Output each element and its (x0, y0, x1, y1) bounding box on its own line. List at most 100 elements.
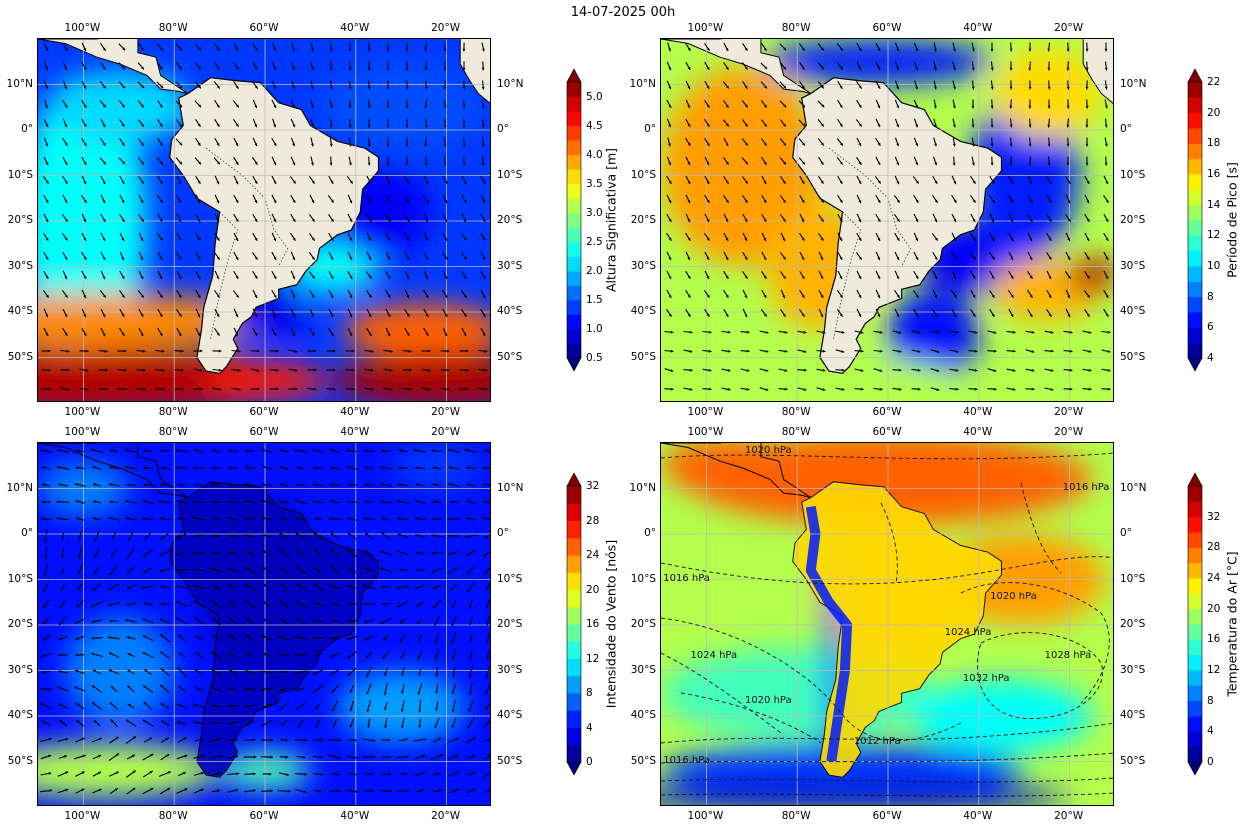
vector-arrow (214, 327, 220, 337)
vector-arrow (386, 80, 390, 90)
vector-arrow (435, 666, 439, 678)
lat-tick-left: 0° (21, 123, 33, 135)
colorbar-level (567, 658, 581, 677)
colorbar-level (1188, 746, 1202, 763)
vector-arrow (138, 308, 144, 318)
vector-arrow (383, 387, 393, 391)
vector-arrow (330, 549, 340, 557)
lon-tick-bottom: 40°W (963, 810, 993, 822)
lon-tick-top: 60°W (872, 22, 902, 34)
vector-arrow (759, 387, 769, 391)
colorbar-level (1188, 82, 1202, 98)
vector-arrow (480, 213, 486, 223)
colorbar-level (567, 537, 581, 556)
vector-arrow (952, 42, 956, 52)
vector-arrow (431, 567, 443, 573)
vector-arrow (142, 787, 154, 795)
vector-arrow (875, 118, 881, 128)
vector-arrow (43, 213, 49, 223)
vector-arrow (347, 194, 353, 204)
vector-arrow (367, 718, 371, 728)
vector-arrow (260, 670, 274, 674)
vector-arrow (295, 600, 307, 608)
vector-arrow (57, 737, 69, 742)
vector-arrow (109, 787, 119, 795)
colorbar-air-temperature (1187, 472, 1203, 776)
vector-arrow (244, 517, 256, 521)
vector-arrow (175, 100, 183, 108)
vector-arrow (76, 600, 84, 608)
colorbar-level (567, 140, 581, 156)
vector-arrow (260, 687, 274, 691)
vector-arrow (933, 80, 937, 90)
vector-arrow (43, 327, 49, 337)
colorbar-tick: 12 (586, 652, 600, 665)
vector-arrow (209, 754, 223, 760)
vector-arrow (295, 583, 307, 591)
vector-arrow (143, 737, 153, 743)
vector-arrow (817, 81, 825, 89)
vector-arrow (856, 156, 862, 166)
vector-arrow (194, 771, 204, 776)
vector-arrow (261, 719, 273, 727)
vector-arrow (75, 500, 85, 504)
vector-arrow (875, 194, 881, 204)
vector-arrow (137, 62, 145, 70)
vector-arrow (742, 270, 748, 280)
vector-arrow (81, 42, 87, 52)
vector-arrow (62, 99, 68, 109)
vector-arrow (989, 213, 995, 223)
vector-arrow (968, 330, 978, 334)
vector-arrow (81, 232, 87, 242)
vector-arrow (125, 735, 137, 745)
vector-arrow (486, 649, 490, 661)
vector-arrow (157, 137, 163, 147)
vector-arrow (347, 548, 357, 558)
vector-arrow (307, 349, 317, 353)
land-central-america (661, 39, 812, 95)
vector-arrow (228, 651, 238, 659)
vector-arrow (109, 500, 119, 504)
colorbar-wave-height (566, 68, 582, 372)
vector-arrow (443, 42, 447, 52)
colorbar-level (567, 183, 581, 199)
vector-arrow (424, 99, 428, 109)
vector-arrow (1008, 232, 1014, 242)
colorbar-level (1188, 608, 1202, 625)
vector-arrow (309, 327, 315, 337)
colorbar-level (567, 227, 581, 243)
vector-arrow (723, 251, 729, 261)
vector-arrow (312, 684, 324, 694)
vector-arrow (741, 176, 749, 184)
vector-arrow (295, 701, 307, 711)
vector-arrow (349, 700, 354, 712)
vector-arrow (157, 175, 163, 185)
vector-arrow (666, 118, 672, 128)
vector-arrow (227, 500, 239, 504)
vector-arrow (39, 789, 53, 793)
vector-arrow (290, 232, 296, 242)
vector-arrow (971, 156, 975, 166)
vector-arrow (424, 80, 428, 90)
vector-arrow (721, 349, 731, 353)
vector-arrow (76, 583, 84, 591)
vector-arrow (110, 548, 118, 558)
lat-tick-left: 0° (21, 527, 33, 539)
vector-arrow (480, 270, 486, 280)
vector-arrow (160, 753, 170, 761)
vector-arrow (464, 534, 478, 538)
vector-arrow (740, 368, 750, 372)
vector-arrow (952, 61, 956, 71)
vector-arrow (309, 289, 315, 299)
vector-arrow (211, 449, 221, 453)
vector-arrow (837, 118, 843, 128)
vector-arrow (366, 699, 372, 713)
vector-arrow (442, 232, 448, 242)
vector-arrow (894, 308, 900, 318)
vector-arrow (210, 551, 222, 555)
colorbar-extend-min (1187, 357, 1203, 372)
vector-arrow (384, 667, 388, 677)
vector-arrow (347, 738, 357, 742)
vector-arrow (914, 80, 918, 90)
vector-arrow (39, 687, 53, 691)
